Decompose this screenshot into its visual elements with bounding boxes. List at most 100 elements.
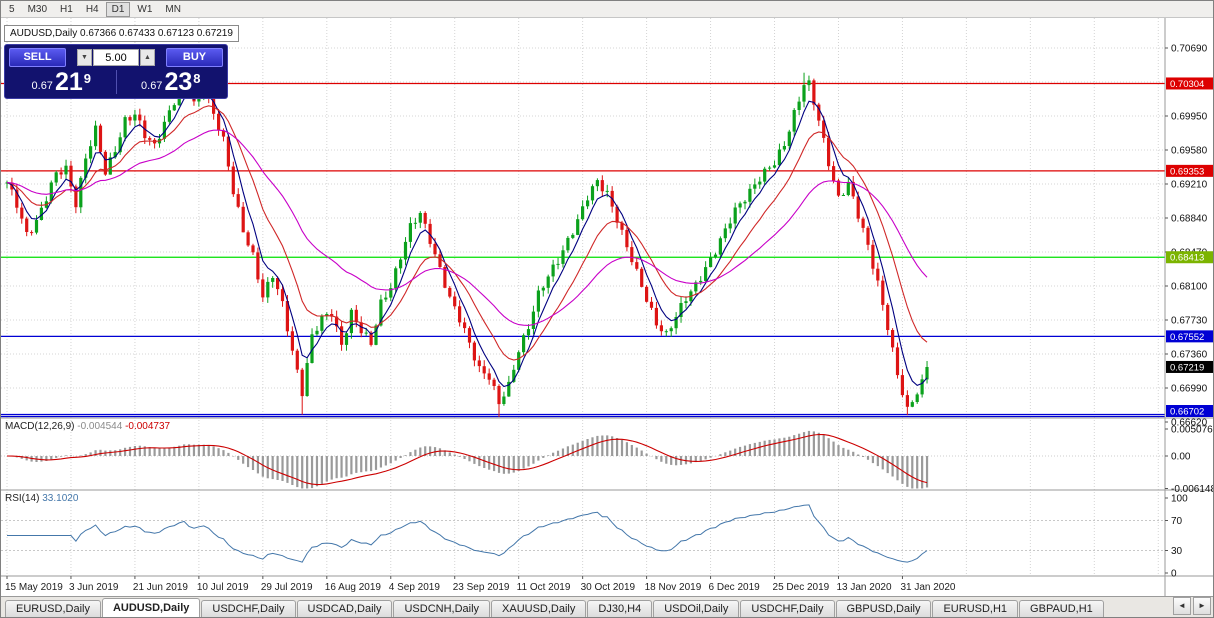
svg-text:4 Sep 2019: 4 Sep 2019 [389, 582, 441, 593]
svg-text:11 Oct 2019: 11 Oct 2019 [517, 582, 571, 593]
buy-button[interactable]: BUY [166, 48, 223, 67]
moving-average-13 [6, 105, 928, 361]
buy-price-pip-digit: 8 [193, 71, 201, 86]
svg-text:13 Jan 2020: 13 Jan 2020 [836, 582, 891, 593]
rsi-name: RSI(14) [5, 493, 40, 504]
svg-text:0.68413: 0.68413 [1170, 253, 1204, 264]
buy-price-big-digits: 23 [164, 68, 193, 96]
tab-gbpaud-h1[interactable]: GBPAUD,H1 [1019, 600, 1104, 617]
sell-price-prefix: 0.67 [31, 80, 53, 92]
svg-text:10 Jul 2019: 10 Jul 2019 [197, 582, 249, 593]
macd-label: MACD(12,26,9) -0.004544 -0.004737 [5, 421, 170, 432]
chart-stack: 0.70690 0.69950 0.69580 0.69210 0.68840 0.684… [1, 18, 1213, 596]
svg-text:0.69353: 0.69353 [1170, 166, 1204, 177]
tab-eurusd-h1[interactable]: EURUSD,H1 [932, 600, 1019, 617]
buy-price-prefix: 0.67 [141, 80, 163, 92]
tab-scroll-left-icon[interactable]: ◄ [1173, 597, 1191, 615]
svg-text:0.68100: 0.68100 [1171, 282, 1208, 293]
svg-text:30 Oct 2019: 30 Oct 2019 [581, 582, 636, 593]
moving-average-5 [6, 94, 928, 388]
tab-usdcnh-daily[interactable]: USDCNH,Daily [393, 600, 491, 617]
sell-price-pip-digit: 9 [83, 71, 91, 86]
svg-text:6 Dec 2019: 6 Dec 2019 [709, 582, 761, 593]
svg-text:100: 100 [1171, 494, 1188, 505]
svg-text:0.70304: 0.70304 [1170, 79, 1204, 90]
macd-main-value: -0.004544 [77, 421, 123, 432]
rsi-value: 33.1020 [42, 493, 79, 504]
svg-text:0.67219: 0.67219 [1170, 362, 1204, 373]
svg-text:0.66620: 0.66620 [1171, 418, 1208, 429]
rsi-panel [1, 504, 1165, 563]
tab-gbpusd-daily[interactable]: GBPUSD,Daily [835, 600, 932, 617]
volume-input[interactable] [93, 49, 139, 66]
svg-text:0.66990: 0.66990 [1171, 384, 1208, 395]
svg-text:23 Sep 2019: 23 Sep 2019 [453, 582, 510, 593]
svg-text:25 Dec 2019: 25 Dec 2019 [773, 582, 830, 593]
svg-text:0.67730: 0.67730 [1171, 316, 1208, 327]
svg-text:0.69210: 0.69210 [1171, 180, 1208, 191]
one-click-trading-panel: SELL ▼ ▲ BUY 0.67 21 9 [4, 44, 228, 99]
volume-increase-button[interactable]: ▲ [140, 49, 155, 66]
sell-price[interactable]: 0.67 21 9 [9, 68, 114, 96]
time-axis[interactable]: 15 May 2019 3 Jun 2019 21 Jun 2019 10 Jul 2… [5, 576, 956, 593]
macd-panel [1, 430, 1165, 489]
macd-name: MACD(12,26,9) [5, 421, 75, 432]
chart-area[interactable]: 0.70690 0.69950 0.69580 0.69210 0.68840 0.684… [1, 18, 1213, 596]
chevron-up-icon: ▲ [144, 54, 151, 61]
timeframe-button-w1[interactable]: W1 [137, 3, 153, 15]
timeframe-toolbar: 5 M30 H1 H4 D1 W1 MN [1, 1, 1213, 18]
tab-usdcad-daily[interactable]: USDCAD,Daily [296, 600, 393, 617]
chevron-down-icon: ▼ [81, 54, 88, 61]
svg-text:0.00: 0.00 [1171, 452, 1191, 463]
tab-scroll-right-icon[interactable]: ► [1193, 597, 1211, 615]
rsi-label: RSI(14) 33.1020 [5, 493, 78, 504]
price-divider [115, 70, 117, 94]
svg-text:31 Jan 2020: 31 Jan 2020 [900, 582, 955, 593]
timeframe-button-5[interactable]: 5 [9, 3, 15, 15]
price-axis-background[interactable] [1165, 18, 1213, 596]
svg-text:0.67360: 0.67360 [1171, 350, 1208, 361]
chart-tabs: EURUSD,Daily AUDUSD,Daily USDCHF,Daily USDC… [5, 598, 1105, 617]
timeframe-button-h4[interactable]: H4 [85, 3, 99, 15]
timeframe-button-h1[interactable]: H1 [60, 3, 73, 15]
tab-eurusd-daily[interactable]: EURUSD,Daily [5, 600, 101, 617]
svg-text:18 Nov 2019: 18 Nov 2019 [645, 582, 702, 593]
tab-scroll-arrows: ◄ ► [1173, 597, 1211, 615]
macd-signal-value: -0.004737 [125, 421, 171, 432]
svg-text:21 Jun 2019: 21 Jun 2019 [133, 582, 188, 593]
svg-text:-0.006148: -0.006148 [1171, 484, 1213, 495]
moving-average-34 [6, 129, 928, 326]
level-price-labels: 0.70304 0.69353 0.68413 0.67552 0.66702 0.672… [1166, 77, 1213, 418]
svg-text:0.66702: 0.66702 [1170, 407, 1204, 418]
svg-text:70: 70 [1171, 516, 1183, 527]
tab-dj30-h4[interactable]: DJ30,H4 [587, 600, 653, 617]
current-price-label [1166, 360, 1213, 373]
sell-button[interactable]: SELL [9, 48, 66, 67]
svg-text:0.69950: 0.69950 [1171, 112, 1208, 123]
svg-text:16 Aug 2019: 16 Aug 2019 [325, 582, 382, 593]
timeframe-button-mn[interactable]: MN [165, 3, 181, 15]
price-axis: 0.70690 0.69950 0.69580 0.69210 0.68840 0.684… [1165, 44, 1213, 580]
svg-text:29 Jul 2019: 29 Jul 2019 [261, 582, 313, 593]
tab-usdchf-daily[interactable]: USDCHF,Daily [201, 600, 296, 617]
timeframe-button-m30[interactable]: M30 [27, 3, 48, 15]
sell-price-big-digits: 21 [54, 68, 83, 96]
chart-ohlc-header: AUDUSD,Daily 0.67366 0.67433 0.67123 0.6… [4, 25, 239, 42]
svg-text:0.69580: 0.69580 [1171, 146, 1208, 157]
tab-usdoil-daily[interactable]: USDOil,Daily [653, 600, 740, 617]
buy-price[interactable]: 0.67 23 8 [119, 68, 224, 96]
timeframe-button-d1[interactable]: D1 [105, 1, 131, 17]
tab-usdchf-daily[interactable]: USDCHF,Daily [740, 600, 835, 617]
tab-xauusd-daily[interactable]: XAUUSD,Daily [491, 600, 587, 617]
svg-text:15 May 2019: 15 May 2019 [5, 582, 63, 593]
svg-text:0: 0 [1171, 569, 1177, 580]
svg-text:0.67552: 0.67552 [1170, 332, 1204, 343]
chart-tabs-bar: EURUSD,Daily AUDUSD,Daily USDCHF,Daily USDC… [1, 596, 1213, 617]
volume-decrease-button[interactable]: ▼ [77, 49, 92, 66]
tab-audusd-daily[interactable]: AUDUSD,Daily [101, 598, 201, 617]
svg-text:3 Jun 2019: 3 Jun 2019 [69, 582, 119, 593]
svg-text:0.70690: 0.70690 [1171, 44, 1208, 55]
chart-grid [1, 18, 1165, 576]
svg-text:30: 30 [1171, 546, 1183, 557]
